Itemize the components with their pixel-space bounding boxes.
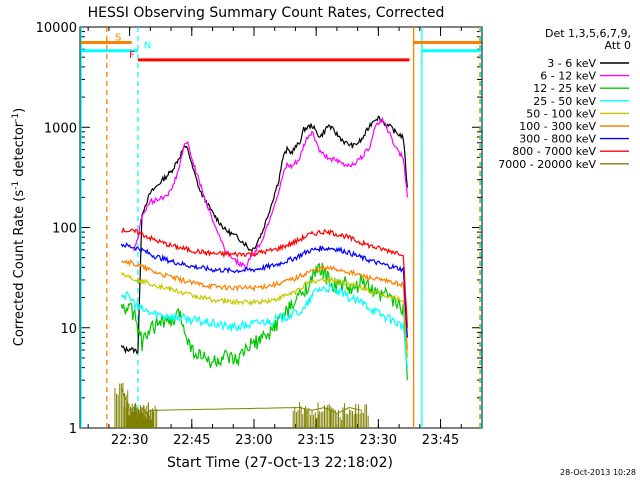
series-line [121, 227, 408, 328]
x-tick-label: 23:30 [360, 433, 397, 448]
series-line [120, 272, 408, 358]
legend-label: 800 - 7000 keV [512, 145, 596, 158]
legend-label: 50 - 100 keV [526, 107, 596, 120]
y-axis-label-sup2: -1 [11, 113, 21, 122]
series-line [133, 116, 408, 272]
legend-label: 25 - 50 keV [533, 95, 596, 108]
legend-header-line1: Det 1,3,5,6,7,9, [545, 27, 631, 40]
x-tick-label: 23:45 [422, 433, 459, 448]
state-markers: S NF [80, 27, 482, 428]
y-axis-label-mid: detector [12, 121, 27, 181]
legend-label: 7000 - 20000 keV [498, 158, 596, 171]
y-axis-label-sup1: -1 [11, 181, 21, 190]
y-tick-label: 1000 [44, 121, 77, 136]
chart-title: HESSI Observing Summary Count Rates, Cor… [88, 5, 445, 21]
x-axis-label: Start Time (27-Oct-13 22:18:02) [167, 455, 393, 471]
legend-label: 300 - 800 keV [519, 133, 596, 146]
generation-timestamp: 28-Oct-2013 10:28 [560, 468, 636, 477]
legend-label: 12 - 25 keV [533, 82, 596, 95]
series-layer [114, 115, 408, 428]
series-line [120, 115, 408, 355]
y-axis-label: Corrected Count Rate (s-1 detector-1) [11, 108, 27, 346]
series-line [120, 282, 408, 368]
series-line [121, 259, 408, 351]
series-line [120, 387, 362, 415]
x-tick-label: 22:30 [111, 433, 148, 448]
x-tick-label: 23:00 [235, 433, 272, 448]
x-tick-label: 22:45 [173, 433, 210, 448]
state-label: N [144, 41, 151, 52]
x-tick-label: 23:15 [297, 433, 334, 448]
series-line [120, 262, 408, 381]
x-axis: 22:30 22:45 23:00 23:15 23:30 23:45 [87, 27, 462, 448]
legend-label: 6 - 12 keV [540, 70, 596, 83]
y-axis: 1 10 100 1000 10000 [36, 21, 482, 437]
legend-label: 3 - 6 keV [547, 57, 596, 70]
state-label: F [129, 50, 135, 61]
y-axis-label-end: ) [12, 108, 27, 113]
y-tick-label: 10 [60, 322, 77, 337]
y-tick-label: 1 [69, 422, 77, 437]
legend-header-line2: Att 0 [605, 39, 631, 52]
legend-label: 100 - 300 keV [519, 120, 596, 133]
state-label: S [115, 33, 121, 44]
y-tick-label: 10000 [36, 21, 77, 36]
y-axis-label-main: Corrected Count Rate (s [12, 190, 27, 347]
y-tick-label: 100 [52, 222, 77, 237]
series-line [120, 242, 408, 338]
